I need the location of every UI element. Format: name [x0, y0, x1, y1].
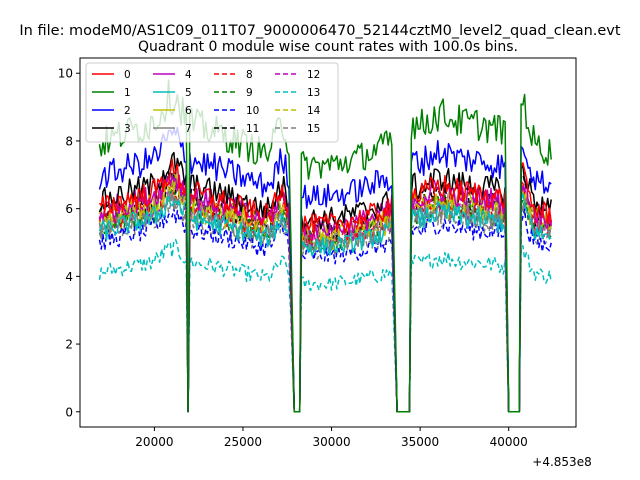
legend-label-3: 3 [124, 123, 131, 135]
legend-label-11: 11 [246, 123, 259, 135]
series-line-8 [98, 180, 552, 413]
series-line-5 [98, 192, 552, 413]
y-tick-label: 2 [65, 338, 73, 352]
x-tick-label: 40000 [490, 435, 528, 449]
x-tick-label: 35000 [401, 435, 439, 449]
x-offset-label: +4.853e8 [532, 455, 591, 469]
y-tick-label: 8 [65, 134, 73, 148]
legend-label-2: 2 [124, 105, 131, 117]
chart-title: Quadrant 0 module wise count rates with … [138, 39, 518, 55]
series-line-10 [98, 207, 552, 413]
x-tick-label: 30000 [312, 435, 350, 449]
x-tick-label: 25000 [224, 435, 262, 449]
legend-label-9: 9 [246, 87, 253, 99]
legend-label-7: 7 [185, 123, 192, 135]
legend-label-10: 10 [246, 105, 259, 117]
y-tick-label: 10 [58, 67, 73, 81]
plot-lines [98, 79, 552, 413]
legend-label-12: 12 [307, 69, 320, 81]
legend-label-6: 6 [185, 105, 192, 117]
y-tick-label: 6 [65, 202, 73, 216]
legend-label-13: 13 [307, 87, 320, 99]
legend-label-8: 8 [246, 69, 253, 81]
axes-frame [79, 57, 577, 428]
legend-label-5: 5 [185, 87, 192, 99]
figure-suptitle: In file: modeM0/AS1C09_011T07_9000006470… [19, 23, 620, 39]
legend-label-0: 0 [124, 69, 131, 81]
x-axis: 20000 25000 30000 35000 40000 [135, 427, 528, 449]
y-tick-label: 4 [65, 270, 73, 284]
y-tick-label: 0 [65, 405, 73, 419]
series-line-0 [98, 158, 552, 413]
legend-label-1: 1 [124, 87, 131, 99]
series-line-2 [98, 126, 552, 413]
legend-label-4: 4 [185, 69, 192, 81]
y-axis: 0 2 4 6 8 10 [58, 67, 80, 419]
legend-label-14: 14 [307, 105, 321, 117]
legend-label-15: 15 [307, 123, 320, 135]
series-line-13 [98, 238, 552, 413]
legend-frame [85, 62, 339, 143]
x-tick-label: 20000 [135, 435, 173, 449]
